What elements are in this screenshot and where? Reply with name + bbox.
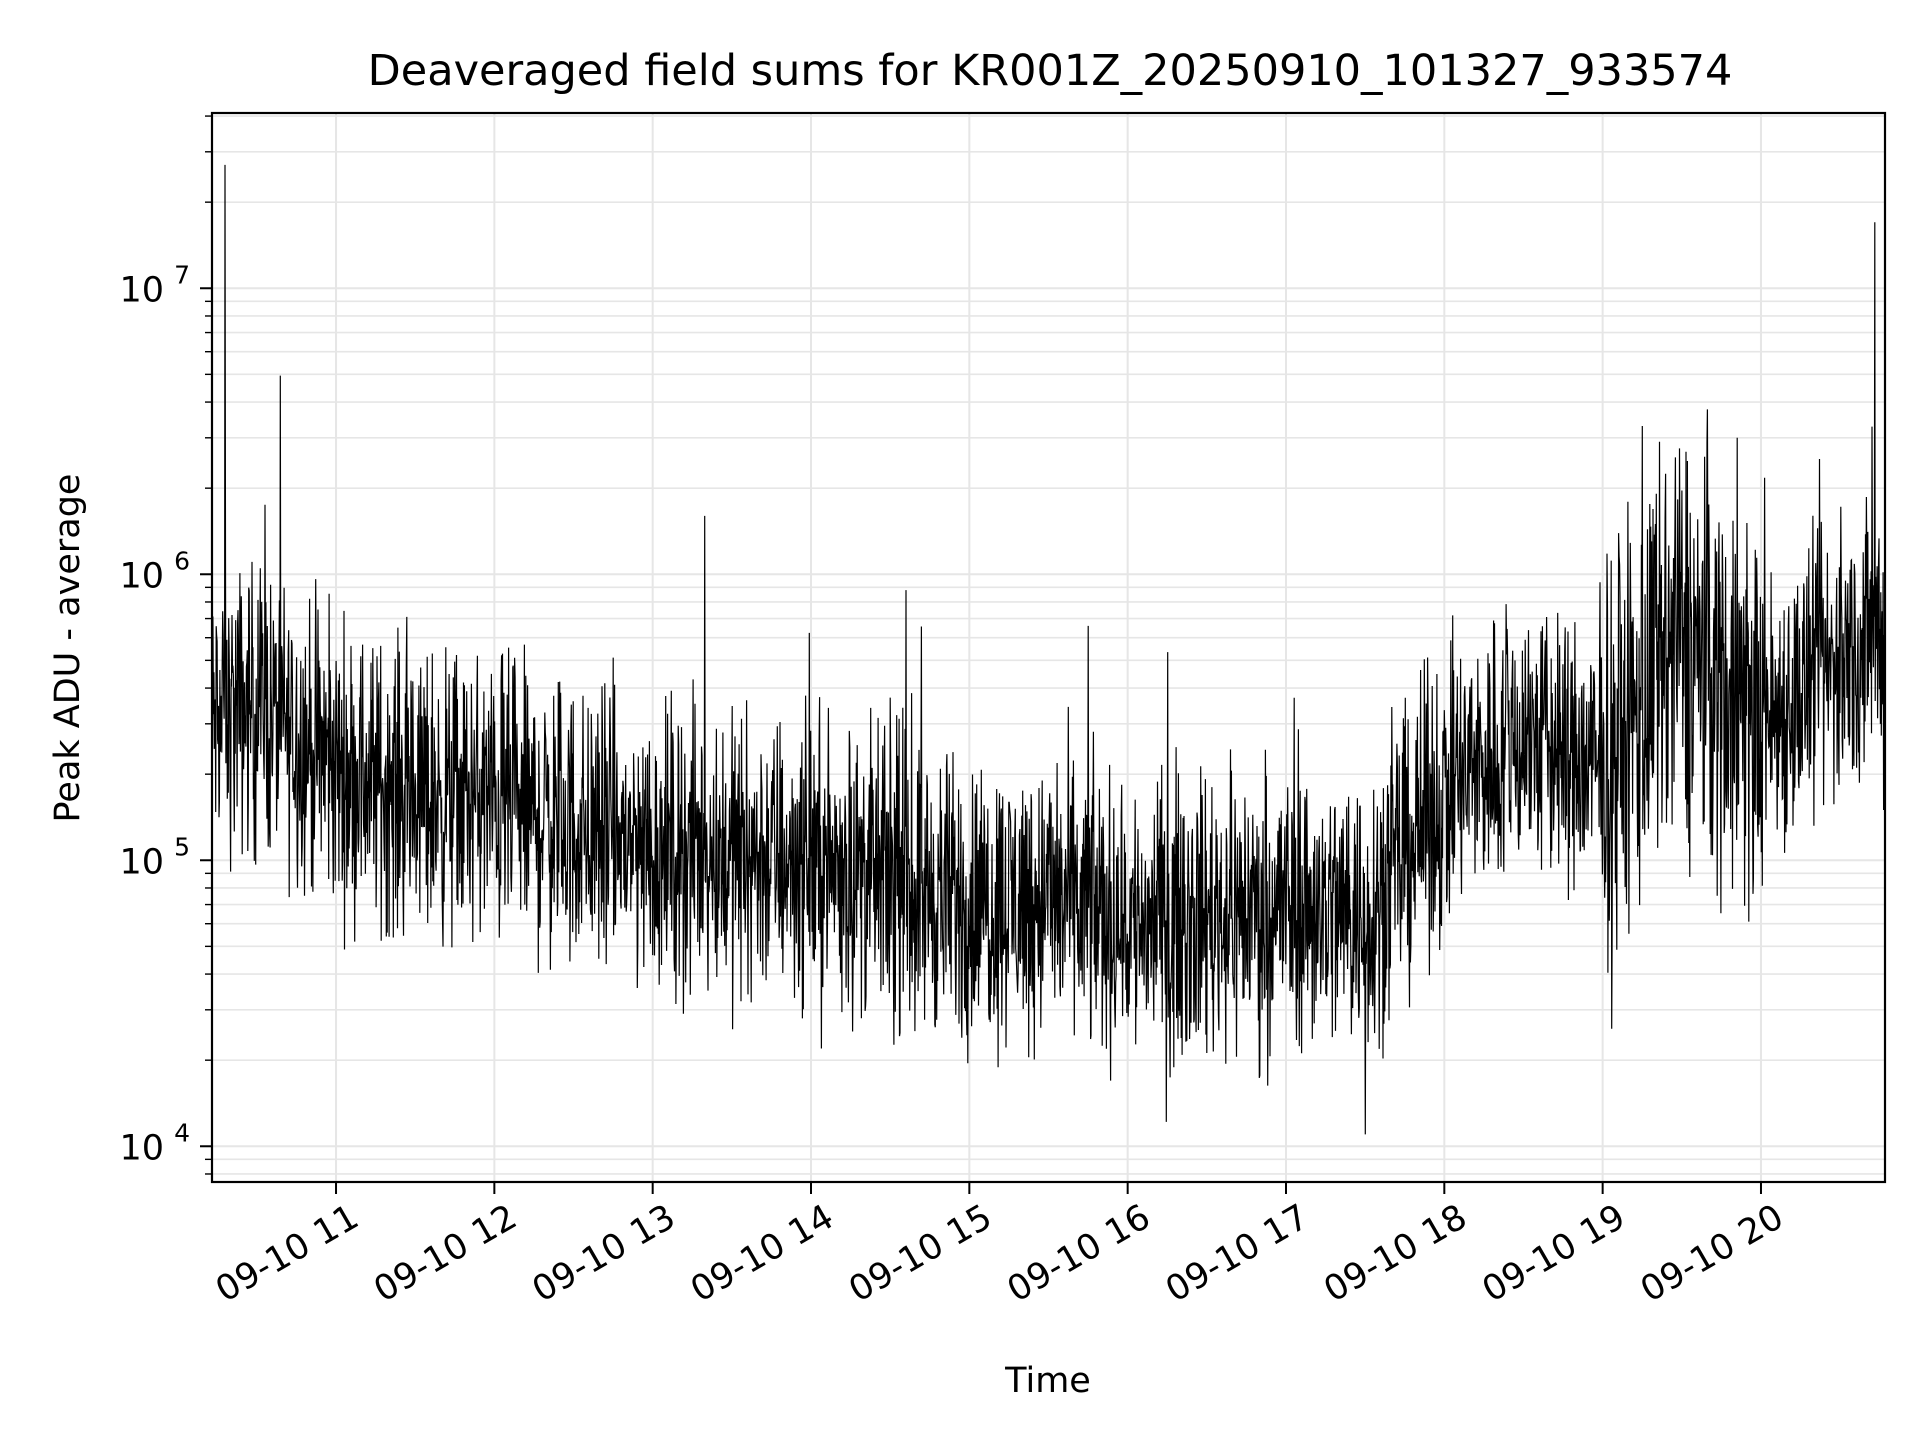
- plot-area: [212, 164, 1885, 1135]
- plot-frame: [210, 111, 1887, 1184]
- y-axis-label: Peak ADU - average: [48, 474, 88, 823]
- y-tick-label: 10: [119, 1128, 164, 1168]
- chart-title: Deaveraged field sums for KR001Z_2025091…: [368, 46, 1733, 96]
- y-tick-label: 10: [119, 556, 164, 596]
- y-tick-exponent: 6: [174, 546, 190, 575]
- y-tick-exponent: 4: [174, 1118, 190, 1147]
- y-tick-exponent: 5: [174, 832, 190, 861]
- series-line: [212, 164, 1885, 1135]
- x-axis-label: Time: [1004, 1361, 1091, 1401]
- y-tick-label: 10: [119, 842, 164, 882]
- y-axis: 10 4 10 5 10 6 10 7: [119, 115, 212, 1175]
- y-tick-exponent: 7: [174, 260, 190, 289]
- y-tick-label: 10: [119, 270, 164, 310]
